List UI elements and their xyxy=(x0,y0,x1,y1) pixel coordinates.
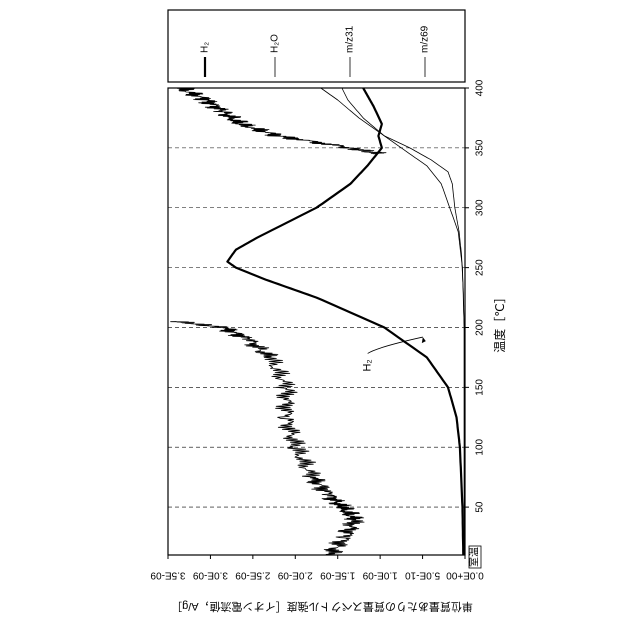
y-tick-label: 3.0E-09 xyxy=(192,570,227,581)
y-tick-label: 2.0E-09 xyxy=(277,570,312,581)
annotations: H₂ xyxy=(362,336,426,372)
x-tick-label: 200 xyxy=(475,319,486,336)
x-axis-title: 温度［℃］ xyxy=(492,291,507,352)
y-tick-label: 1.5E-09 xyxy=(320,570,355,581)
legend-label: m/z69 xyxy=(420,25,431,53)
series-group xyxy=(170,87,465,556)
x-tick-label: 150 xyxy=(475,379,486,396)
x-tick-label: 50 xyxy=(475,501,486,513)
annotation-arrow xyxy=(367,336,423,354)
y-axis-title: 単位質量あたりの質量スペクトル強度［イオン電流値，A/g］ xyxy=(171,600,473,614)
y-tick-label: 3.5E-09 xyxy=(150,570,185,581)
legend-label: H₂O xyxy=(270,34,281,53)
x-tick-label: 400 xyxy=(475,79,486,96)
annotation-arrowhead xyxy=(421,337,426,344)
y-tick-label: 5.0E-10 xyxy=(405,570,440,581)
y-tick-label: 0.0E+00 xyxy=(446,570,484,581)
series-line-4 xyxy=(341,87,465,555)
y-tick-label: 2.5E-09 xyxy=(235,570,270,581)
series-line-0 xyxy=(226,87,465,556)
series-line-2 xyxy=(176,87,387,155)
annotation-label: H₂ xyxy=(362,359,374,371)
legend: H₂ H₂O m/z31 m/z69 xyxy=(200,25,431,77)
x-origin-text: 室温 xyxy=(468,547,481,567)
legend-label: m/z31 xyxy=(345,25,356,53)
y-axis-ticks: 0.0E+00 5.0E-10 1.0E-09 1.5E-09 2.0E-09 2.5E-… xyxy=(150,555,484,581)
x-axis-ticks: 50 100 150 200 250 300 350 400 xyxy=(465,79,486,513)
x-tick-label: 100 xyxy=(475,438,486,455)
legend-label: H₂ xyxy=(200,42,211,53)
legend-panel xyxy=(167,9,466,83)
series-line-3 xyxy=(320,87,465,555)
x-origin-label: 室温 xyxy=(468,545,482,569)
y-tick-label: 1.0E-09 xyxy=(362,570,397,581)
x-tick-label: 250 xyxy=(475,259,486,276)
plot-area xyxy=(167,87,466,556)
x-tick-label: 300 xyxy=(475,199,486,216)
x-origin-box xyxy=(468,545,482,569)
series-line-1 xyxy=(170,321,365,556)
x-tick-label: 350 xyxy=(475,139,486,156)
